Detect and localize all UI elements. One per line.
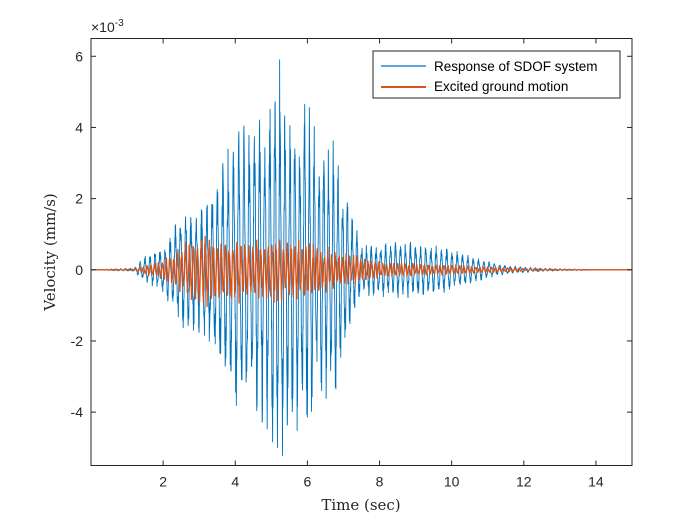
y-axis-label: Velocity (mm/s)	[41, 193, 59, 312]
y-tick-label: 6	[75, 48, 83, 64]
x-axis-label: Time (sec)	[321, 496, 400, 514]
series-line-ground-motion	[90, 235, 633, 307]
x-axis: 2 4 6 8 10 12 14	[159, 38, 604, 490]
legend-label-response: Response of SDOF system	[434, 59, 598, 74]
y-axis-exponent: ×10-3	[91, 18, 124, 35]
x-tick-label: 8	[376, 474, 384, 490]
plot-area	[90, 59, 633, 456]
y-tick-label: 4	[75, 119, 83, 135]
x-tick-label: 10	[444, 474, 460, 490]
y-tick-label: -4	[71, 404, 84, 420]
x-tick-label: 6	[304, 474, 312, 490]
series-line-response	[90, 59, 633, 456]
y-tick-label: 0	[75, 262, 83, 278]
x-tick-label: 12	[516, 474, 532, 490]
legend-box	[372, 50, 621, 99]
legend-label-ground-motion: Excited ground motion	[434, 79, 568, 94]
x-tick-label: 4	[231, 474, 239, 490]
legend: Response of SDOF system Excited ground m…	[372, 50, 621, 99]
y-tick-label: -2	[71, 333, 84, 349]
y-axis: -4 -2 0 2 4 6	[71, 48, 632, 420]
x-tick-label: 2	[159, 474, 167, 490]
axes-box	[90, 38, 633, 466]
y-tick-label: 2	[75, 191, 83, 207]
x-tick-label: 14	[588, 474, 604, 490]
